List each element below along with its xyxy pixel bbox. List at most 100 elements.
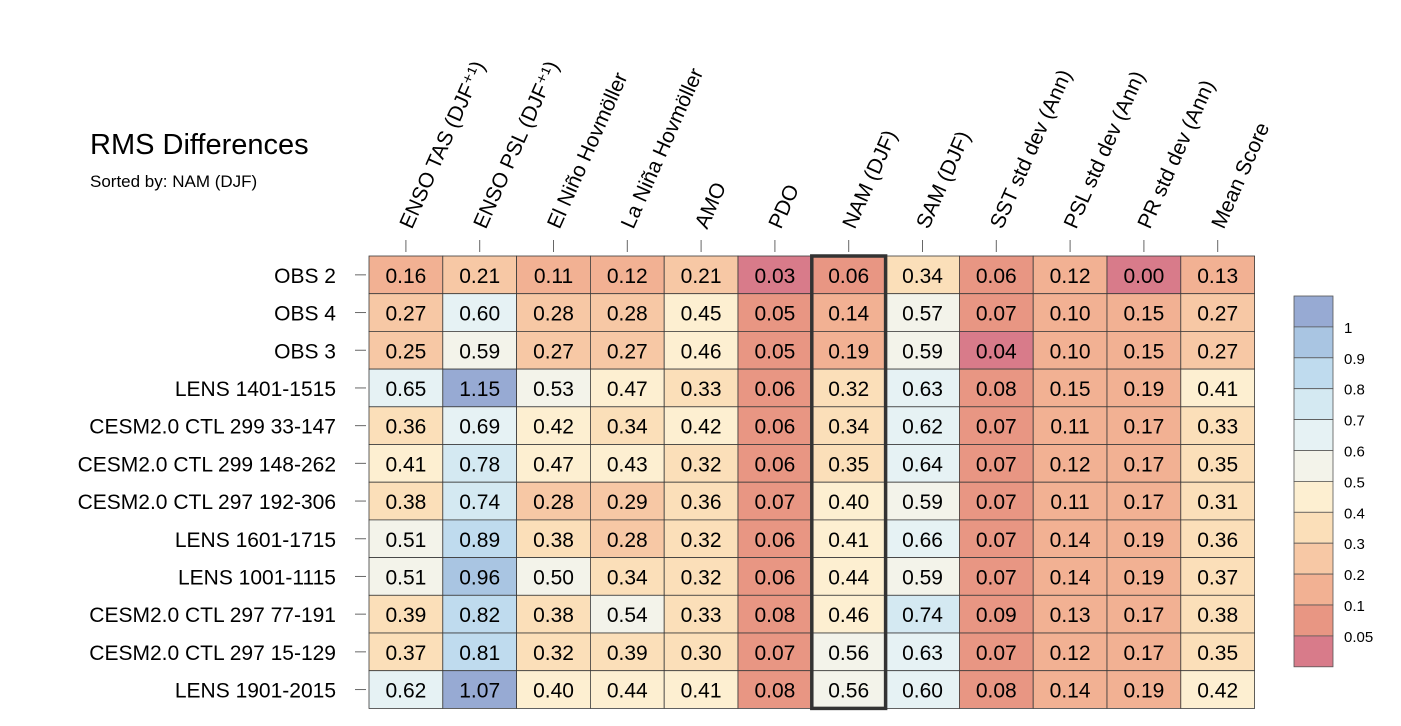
colorbar-segment	[1293, 542, 1334, 575]
heatmap-cell	[885, 670, 960, 709]
heatmap-cell	[811, 519, 886, 559]
column-label: La Niña Hovmöller	[617, 65, 708, 232]
cell-value-label: 0.17	[1123, 642, 1164, 665]
heatmap-cell	[959, 444, 1034, 483]
cell-value-label: 0.34	[607, 416, 648, 439]
cell-value-label: 0.19	[1123, 680, 1164, 703]
cell-value-label: 0.10	[1050, 340, 1091, 363]
heatmap-cell	[663, 368, 739, 408]
cell-value-label: 0.41	[681, 680, 722, 703]
column-label: SAM (DJF)	[912, 128, 975, 232]
cell-value-label: 0.42	[1197, 680, 1238, 703]
cell-value-label: 0.38	[533, 529, 574, 552]
heatmap-cell	[663, 594, 739, 634]
heatmap-cell	[1106, 557, 1182, 596]
row-label: LENS 1401-1515	[175, 378, 336, 401]
colorbar-segment	[1293, 388, 1334, 421]
cell-value-label: 0.74	[902, 604, 943, 627]
column-label: Mean Score	[1207, 119, 1274, 232]
heatmap-cell	[368, 293, 444, 332]
heatmap-cell	[516, 557, 591, 596]
heatmap-cell	[590, 444, 665, 483]
cell-value-label: 0.29	[607, 491, 648, 514]
colorbar-segment	[1293, 573, 1334, 606]
heatmap-cell	[590, 330, 665, 370]
sorted-column-highlight-box	[810, 254, 888, 711]
cell-value-label: 0.36	[385, 416, 426, 439]
heatmap-cell	[737, 444, 813, 483]
cell-value-label: 0.14	[1050, 566, 1091, 589]
colorbar-label: 1	[1344, 320, 1352, 337]
cell-value-label: 0.39	[385, 604, 426, 627]
heatmap-cell	[1032, 481, 1108, 521]
heatmap-cell	[442, 293, 517, 332]
cell-value-label: 0.06	[754, 566, 795, 589]
colorbar-segment	[1293, 450, 1334, 482]
row-label: OBS 2	[274, 265, 336, 288]
cell-value-label: 0.07	[976, 529, 1017, 552]
colorbar-label: 0.2	[1344, 567, 1365, 584]
heatmap-cell	[516, 632, 591, 672]
cell-value-label: 0.08	[976, 378, 1017, 401]
heatmap-cell	[737, 519, 813, 559]
cell-value-label: 0.34	[902, 265, 943, 288]
column-label: El Niño Hovmöller	[543, 69, 632, 232]
chart-title: RMS Differences	[90, 129, 309, 161]
cell-value-label: 0.74	[459, 491, 500, 514]
cell-value-label: 0.32	[681, 566, 722, 589]
cell-value-label: 0.62	[902, 416, 943, 439]
cell-value-label: 0.96	[459, 566, 500, 589]
row-label: LENS 1901-2015	[175, 680, 336, 703]
cell-value-label: 0.42	[681, 416, 722, 439]
heatmap-cell	[811, 670, 886, 709]
cell-value-label: 0.47	[607, 378, 648, 401]
cell-value-label: 0.27	[1197, 340, 1238, 363]
cell-value-label: 0.39	[607, 642, 648, 665]
cell-value-label: 0.07	[976, 303, 1017, 326]
colorbar-label: 0.7	[1344, 413, 1365, 430]
row-label: OBS 4	[274, 303, 336, 326]
heatmap-cell	[1106, 481, 1182, 521]
cell-value-label: 0.32	[828, 378, 869, 401]
heatmap-cell	[1032, 444, 1108, 483]
cell-value-label: 0.05	[754, 340, 795, 363]
colorbar-labels: 1 0.9 0.8 0.7 0.6 0.5 0.4 0.3 0.2 0.1 0.05	[1344, 320, 1373, 646]
cell-value-label: 0.15	[1050, 378, 1091, 401]
heatmap-cell-labels: 0.16 0.21 0.11 0.12 0.21 0.03 0.06 0.34 0.06 0.12…	[385, 265, 1238, 703]
cell-value-label: 0.59	[459, 340, 500, 363]
heatmap-cell	[959, 594, 1034, 634]
heatmap-cell	[368, 330, 444, 370]
colorbar-segment	[1293, 295, 1334, 328]
cell-value-label: 0.17	[1123, 604, 1164, 627]
cell-value-label: 0.11	[534, 265, 573, 288]
heatmap-cell	[442, 594, 517, 634]
cell-value-label: 0.19	[828, 340, 869, 363]
cell-value-label: 0.08	[754, 604, 795, 627]
cell-value-label: 0.89	[459, 529, 500, 552]
cell-value-label: 0.44	[828, 566, 869, 589]
heatmap-cell	[811, 481, 886, 521]
cell-value-label: 0.60	[459, 303, 500, 326]
heatmap-cell	[590, 670, 665, 709]
heatmap-cell	[442, 519, 517, 559]
cell-value-label: 0.33	[1197, 416, 1238, 439]
cell-value-label: 0.32	[681, 453, 722, 476]
cell-value-label: 0.27	[1197, 303, 1238, 326]
cell-value-label: 0.32	[681, 529, 722, 552]
heatmap-cell	[885, 255, 960, 295]
colorbar-segment	[1293, 511, 1334, 544]
heatmap-cell	[516, 519, 591, 559]
heatmap-cell	[442, 368, 517, 408]
heatmap-cell	[885, 444, 960, 483]
cell-value-label: 0.53	[533, 378, 574, 401]
heatmap-cell	[1180, 368, 1256, 408]
heatmap-cell	[1032, 406, 1108, 445]
column-label: AMO	[691, 179, 731, 232]
heatmap-cell	[1180, 255, 1256, 295]
cell-value-label: 0.41	[828, 529, 869, 552]
cell-value-label: 0.51	[385, 529, 426, 552]
row-label: CESM2.0 CTL 299 33-147	[89, 416, 336, 439]
cell-value-label: 0.41	[1197, 378, 1238, 401]
cell-value-label: 0.28	[607, 529, 648, 552]
colorbar-segment	[1293, 604, 1334, 637]
